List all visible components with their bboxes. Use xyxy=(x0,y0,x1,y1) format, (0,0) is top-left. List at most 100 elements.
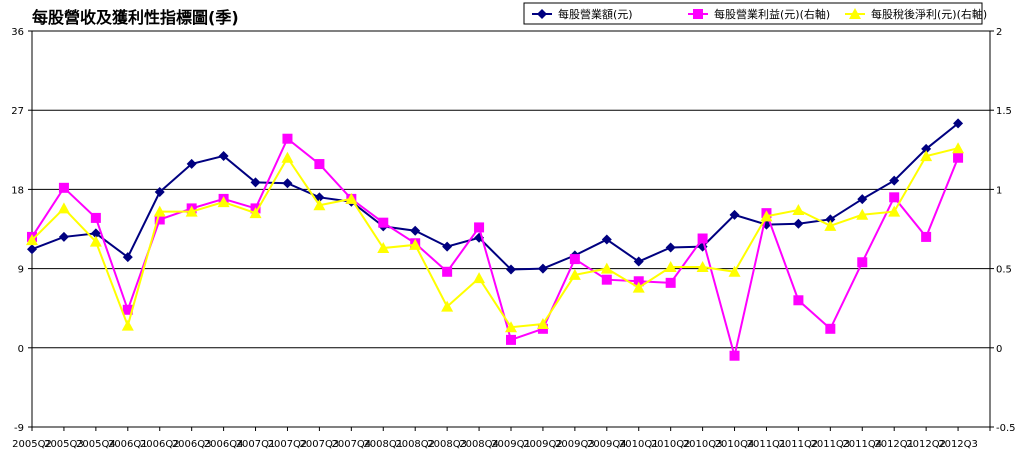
x-axis-tick-label: 2012Q3 xyxy=(938,439,978,450)
data-point xyxy=(217,196,230,208)
series-line xyxy=(31,122,959,271)
data-point xyxy=(664,261,677,273)
data-point xyxy=(825,214,836,225)
x-axis-tick-label: 2008Q1 xyxy=(363,439,403,450)
data-point xyxy=(729,209,740,220)
right-axis-tick-label: 2 xyxy=(996,27,1002,38)
series-line xyxy=(31,137,959,356)
data-point xyxy=(27,244,37,255)
data-point xyxy=(568,268,581,280)
x-axis-tick-label: 2009Q3 xyxy=(555,439,595,450)
data-point xyxy=(154,187,165,198)
x-axis-tick-label: 2006Q1 xyxy=(108,439,148,450)
right-axis-tick-label: 1 xyxy=(996,185,1002,196)
legend-label: 每股營業額(元) xyxy=(558,7,633,21)
right-axis-tick-label: -0.5 xyxy=(996,423,1016,434)
data-point xyxy=(793,295,804,306)
x-axis-tick-label: 2010Q4 xyxy=(715,439,755,450)
data-point xyxy=(760,210,773,222)
left-axis-tick-label: -9 xyxy=(14,423,24,434)
left-axis-tick-label: 9 xyxy=(18,265,24,276)
data-point xyxy=(920,150,933,162)
data-point xyxy=(473,272,486,284)
series-3 xyxy=(26,142,965,333)
right-y-axis: -0.5 0 0.5 1 1.5 2 xyxy=(990,27,1016,434)
data-point xyxy=(26,234,38,246)
data-point xyxy=(122,252,133,263)
data-point xyxy=(442,241,453,252)
x-axis-tick-label: 2010Q3 xyxy=(683,439,723,450)
x-axis-tick-label: 2011Q1 xyxy=(747,439,787,450)
data-point xyxy=(537,9,547,19)
data-point xyxy=(665,242,676,253)
x-axis-tick-label: 2008Q3 xyxy=(427,439,467,450)
left-axis-tick-label: 18 xyxy=(11,185,24,196)
series-line xyxy=(31,147,959,329)
data-point xyxy=(696,261,709,273)
data-point xyxy=(792,203,805,215)
data-point xyxy=(824,219,837,231)
x-axis-tick-label: 2006Q3 xyxy=(172,439,212,450)
data-point xyxy=(601,234,612,245)
data-point xyxy=(537,263,548,274)
legend-label: 每股稅後淨利(元)(右軸) xyxy=(871,7,987,21)
data-point xyxy=(57,202,70,214)
data-point xyxy=(953,152,964,163)
x-axis-tick-label: 2011Q2 xyxy=(779,439,819,450)
x-axis-tick-label: 2008Q2 xyxy=(395,439,435,450)
data-point xyxy=(600,262,613,274)
data-point xyxy=(849,8,861,19)
x-axis-tick-label: 2009Q1 xyxy=(491,439,531,450)
data-point xyxy=(250,177,261,188)
chart-title: 每股營收及獲利性指標圖(季) xyxy=(32,8,239,27)
data-point xyxy=(633,256,644,267)
data-point xyxy=(952,142,965,154)
data-point xyxy=(665,277,676,288)
x-axis-tick-label: 2012Q1 xyxy=(874,439,914,450)
data-point xyxy=(921,143,932,154)
right-axis-tick-label: 0.5 xyxy=(996,265,1012,276)
data-point xyxy=(888,205,901,217)
data-point xyxy=(282,178,293,189)
x-axis-tick-label: 2006Q2 xyxy=(140,439,180,450)
x-axis-tick-label: 2011Q4 xyxy=(842,439,882,450)
data-point xyxy=(282,133,293,144)
data-point xyxy=(506,334,516,345)
right-axis-tick-label: 0 xyxy=(996,344,1002,355)
data-point xyxy=(601,274,612,285)
x-axis-tick-label: 2007Q4 xyxy=(331,439,371,450)
x-axis: 2005Q22005Q32005Q42006Q12006Q22006Q32006… xyxy=(12,427,991,450)
data-point xyxy=(857,194,868,205)
series-layer xyxy=(26,118,965,361)
plot-area xyxy=(31,30,991,428)
x-axis-tick-label: 2012Q2 xyxy=(906,439,946,450)
legend-box xyxy=(523,2,983,25)
data-point xyxy=(857,257,868,268)
data-point xyxy=(409,238,422,250)
data-point xyxy=(186,158,197,169)
data-point xyxy=(378,217,389,228)
left-axis-tick-label: 36 xyxy=(11,27,24,38)
data-point xyxy=(153,205,166,217)
data-point xyxy=(377,242,390,254)
data-point xyxy=(121,319,134,331)
x-axis-tick-label: 2007Q1 xyxy=(236,439,276,450)
x-axis-tick-label: 2005Q4 xyxy=(76,439,116,450)
data-point xyxy=(633,276,644,287)
x-axis-tick-label: 2005Q3 xyxy=(44,439,84,450)
x-axis-tick-label: 2011Q3 xyxy=(810,439,850,450)
data-point xyxy=(697,233,708,244)
data-point xyxy=(728,265,741,277)
data-point xyxy=(90,228,101,239)
data-point xyxy=(793,218,804,229)
data-point xyxy=(441,300,454,312)
x-axis-tick-label: 2006Q4 xyxy=(204,439,244,450)
data-point xyxy=(505,321,517,333)
data-point xyxy=(442,266,453,277)
left-axis-tick-label: 27 xyxy=(11,106,24,117)
x-axis-tick-label: 2007Q2 xyxy=(268,439,308,450)
data-point xyxy=(953,118,964,129)
data-point xyxy=(889,175,900,186)
